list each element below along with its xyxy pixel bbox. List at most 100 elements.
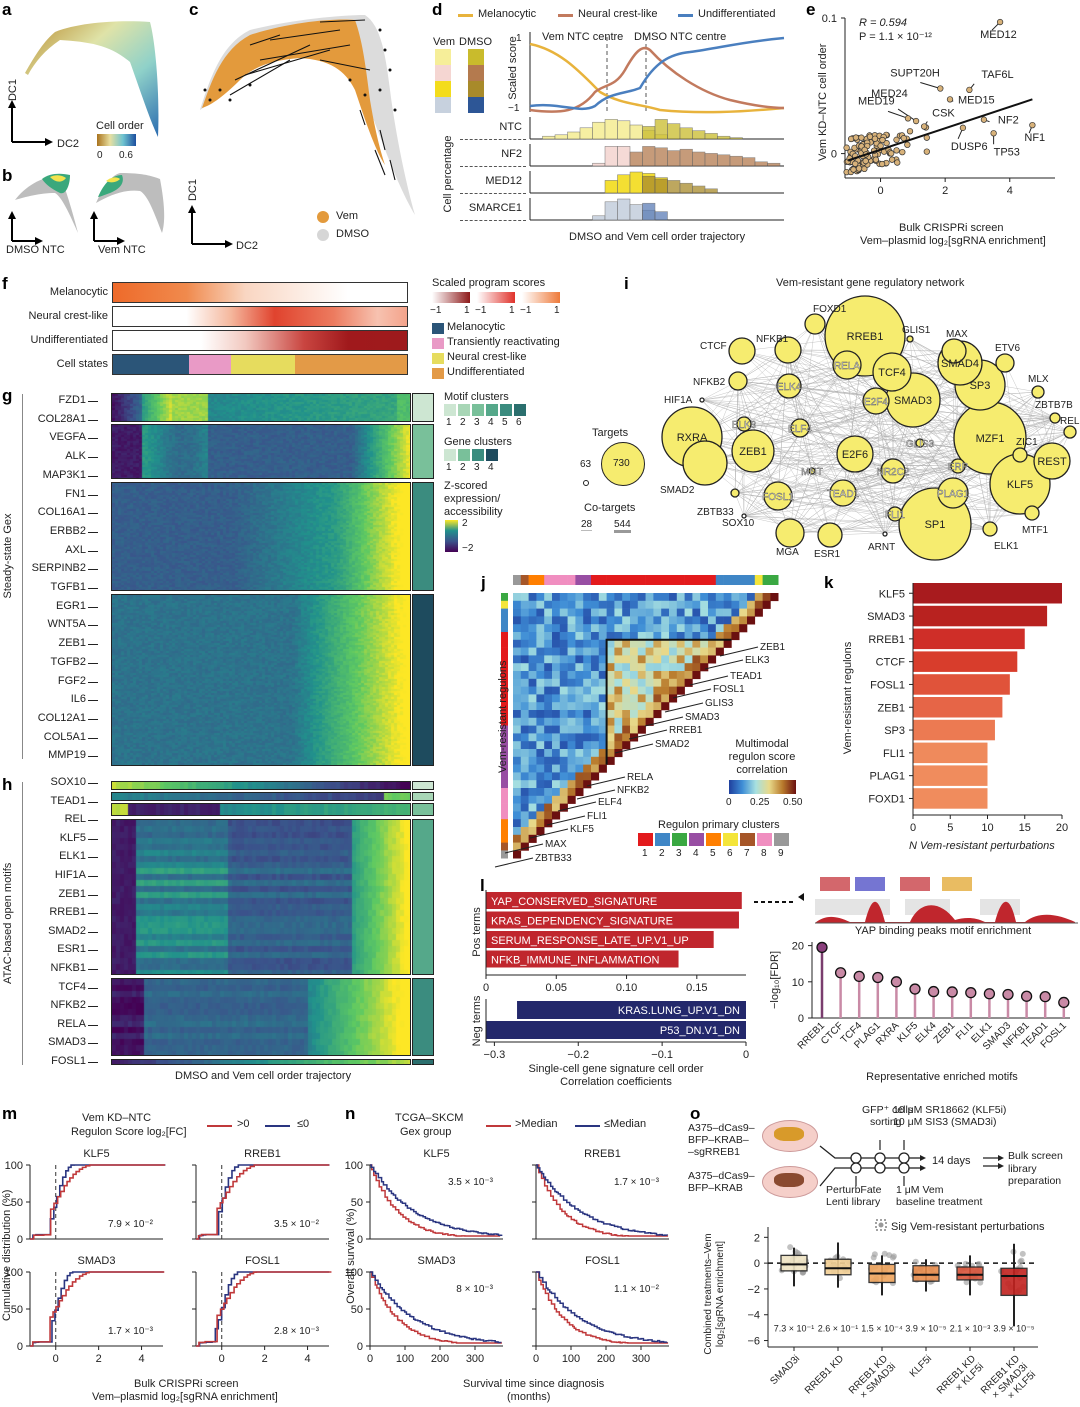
heatmap-cell bbox=[653, 671, 662, 680]
callout-rela: RELA bbox=[627, 772, 653, 783]
heatmap-cell bbox=[591, 764, 600, 773]
heatmap-cell bbox=[513, 725, 522, 734]
node-label-mzf1: MZF1 bbox=[976, 433, 1005, 445]
heatmap-cell bbox=[653, 710, 662, 719]
heatmap-cell bbox=[684, 616, 693, 625]
y-tick-label: 10 bbox=[792, 977, 804, 989]
heatmap-cell bbox=[653, 686, 662, 695]
gene-cluster-num-2: 2 bbox=[460, 462, 466, 473]
heatmap-cell bbox=[575, 671, 584, 680]
heatmap-cell bbox=[575, 749, 584, 758]
box-point bbox=[912, 1258, 919, 1265]
top-cluster-bar bbox=[715, 575, 724, 585]
heatmap-cell bbox=[552, 749, 561, 758]
heatmap-cell bbox=[520, 686, 529, 695]
heatmap-cell bbox=[513, 733, 522, 742]
atac-heatmap-block-6 bbox=[111, 1059, 411, 1065]
heatmap-cell bbox=[513, 780, 522, 789]
x-tick-label: 0 bbox=[910, 822, 916, 834]
heatmap-cell bbox=[614, 694, 623, 703]
heatmap-cell bbox=[606, 639, 615, 648]
pos-x-tick-label: 0.05 bbox=[546, 982, 567, 994]
x-tick-label: 15 bbox=[1019, 822, 1031, 834]
heatmap-cell bbox=[630, 616, 639, 625]
y-tick-label: −4 bbox=[747, 1310, 760, 1322]
callout-leader bbox=[586, 776, 626, 787]
heatmap-cell bbox=[528, 764, 537, 773]
gene-clusters-title: Gene clusters bbox=[444, 436, 512, 448]
heatmap-cell bbox=[536, 639, 545, 648]
dish-control bbox=[762, 1166, 818, 1198]
network-edge bbox=[854, 391, 1039, 455]
network-edge bbox=[787, 349, 813, 472]
panel-n-legend-red-line bbox=[486, 1125, 511, 1127]
heatmap-cell bbox=[544, 678, 553, 687]
node-sox10 bbox=[741, 513, 747, 519]
heatmap-cell bbox=[513, 663, 522, 672]
node-rest bbox=[1033, 442, 1071, 480]
drug-label-0: 10 μM SR18662 (KLF5i) bbox=[893, 1104, 1007, 1116]
heatmap-cell bbox=[536, 655, 545, 664]
heatmap-cell bbox=[598, 733, 607, 742]
curve-below-median bbox=[370, 1164, 503, 1236]
callout-leader bbox=[546, 815, 586, 826]
heatmap-cell bbox=[598, 616, 607, 625]
network-edge bbox=[814, 323, 886, 535]
heatmap-cell bbox=[528, 819, 537, 828]
panel-label-n: n bbox=[345, 1104, 356, 1123]
callout-leader bbox=[644, 716, 684, 727]
heatmap-cell bbox=[614, 616, 623, 625]
heatmap-cell bbox=[598, 756, 607, 765]
heatmap-cell bbox=[520, 811, 529, 820]
heatmap-cell bbox=[630, 632, 639, 641]
heatmap-cell bbox=[606, 663, 615, 672]
sig-legend-box bbox=[875, 1219, 887, 1231]
scatter-point bbox=[877, 142, 884, 150]
heatmap-cell bbox=[513, 616, 522, 625]
heatmap-cell bbox=[583, 600, 592, 609]
heatmap-cell bbox=[676, 593, 685, 602]
box-point bbox=[1018, 1257, 1025, 1264]
gene-leader-3 bbox=[88, 457, 98, 459]
heatmap-cell bbox=[559, 780, 568, 789]
heatmap-cell bbox=[552, 772, 561, 781]
callout-elf4: ELF4 bbox=[598, 797, 622, 808]
heatmap-cell bbox=[544, 780, 553, 789]
node-elk4 bbox=[776, 373, 802, 399]
program-row-bar-0 bbox=[112, 282, 408, 303]
box-label-0-0: SMAD3i bbox=[768, 1353, 802, 1387]
heatmap-cell bbox=[598, 655, 607, 664]
dish2-label-0: A375–dCas9– bbox=[688, 1170, 755, 1182]
gene-cluster-num-3: 3 bbox=[474, 462, 480, 473]
heatmap-cell bbox=[676, 678, 685, 687]
hist-bar-dmso bbox=[629, 151, 643, 167]
panel-m-xlabel-2: Vem–plasmid log₂[sgRNA enrichment] bbox=[92, 1391, 278, 1403]
x-tick-label: 20 bbox=[1056, 822, 1068, 834]
heatmap-cell bbox=[606, 717, 615, 726]
gene-leader-4 bbox=[88, 475, 98, 477]
callout-zeb1: ZEB1 bbox=[760, 642, 785, 653]
heatmap-cell bbox=[637, 710, 646, 719]
hist-bar-dmso bbox=[717, 135, 731, 140]
callout-leader bbox=[504, 843, 544, 854]
flow-line-top bbox=[819, 1145, 910, 1159]
dmso-swatch-3 bbox=[468, 97, 484, 113]
gex-heatmap-block-4 bbox=[111, 594, 411, 766]
motif-leader-13 bbox=[88, 1024, 98, 1026]
y-tick-label: 0 bbox=[357, 1234, 363, 1246]
heatmap-cell bbox=[575, 655, 584, 664]
scatter-point bbox=[900, 135, 907, 142]
heatmap-cell bbox=[575, 624, 584, 633]
scatter-point bbox=[899, 148, 906, 156]
heatmap-cell bbox=[583, 632, 592, 641]
node-e2f4 bbox=[862, 387, 890, 415]
label-leader bbox=[887, 110, 909, 119]
heatmap-cell bbox=[754, 593, 763, 602]
score-scale-max-0: 1 bbox=[464, 305, 470, 316]
heatmap-cell bbox=[622, 717, 631, 726]
heatmap-cell bbox=[637, 678, 646, 687]
heatmap-cell bbox=[528, 694, 537, 703]
heatmap-cell bbox=[513, 717, 522, 726]
heatmap-cell bbox=[536, 780, 545, 789]
score-scale-min-0: −1 bbox=[430, 305, 442, 316]
